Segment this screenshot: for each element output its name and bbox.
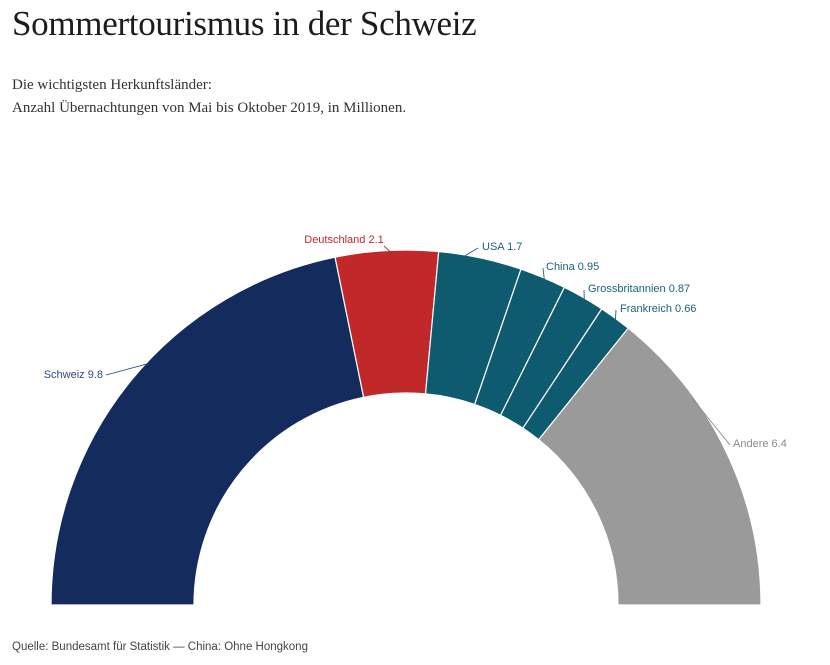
label-grossbritannien: Grossbritannien 0.87	[588, 283, 690, 295]
chart-subtitle: Die wichtigsten Herkunftsländer: Anzahl …	[12, 74, 406, 120]
label-deutschland: Deutschland 2.1	[304, 234, 384, 246]
slice-schweiz	[50, 256, 365, 606]
subtitle-line-1: Die wichtigsten Herkunftsländer:	[12, 77, 212, 93]
leader-line-andere	[691, 397, 731, 446]
leader-line-china	[542, 267, 545, 281]
chart-title: Sommertourismus in der Schweiz	[12, 4, 477, 43]
label-andere: Andere 6.4	[733, 438, 787, 450]
leader-line-schweiz	[105, 363, 149, 376]
leader-line-usa	[463, 247, 479, 258]
label-frankreich: Frankreich 0.66	[620, 303, 696, 315]
subtitle-line-2: Anzahl Übernachtungen von Mai bis Oktobe…	[12, 100, 407, 116]
leader-line-frankreich	[614, 309, 617, 321]
label-usa: USA 1.7	[482, 241, 522, 253]
leader-line-deutschland	[383, 245, 392, 253]
label-schweiz: Schweiz 9.8	[44, 369, 103, 381]
label-china: China 0.95	[546, 261, 599, 273]
source-note: Quelle: Bundesamt für Statistik — China:…	[12, 641, 308, 653]
slice-andere	[537, 327, 762, 606]
